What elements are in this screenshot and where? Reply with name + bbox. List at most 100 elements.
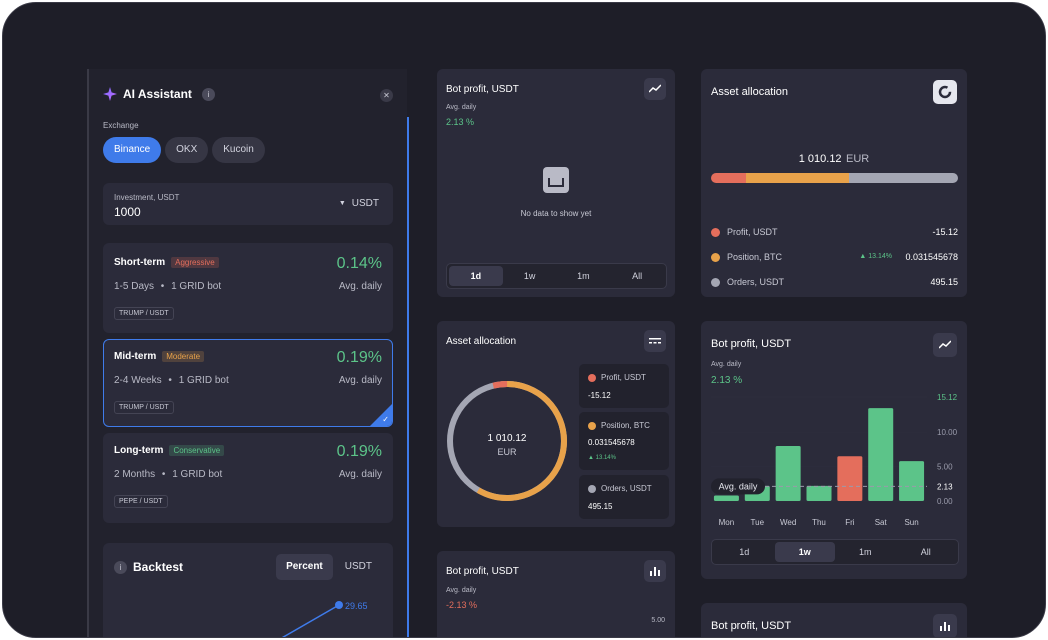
backtest-tab-percent[interactable]: Percent <box>276 554 333 580</box>
x-tick-label: Mon <box>719 518 735 527</box>
bar-wed[interactable] <box>775 445 801 501</box>
assistant-header: AI Assistant i <box>103 87 215 101</box>
card-title: Asset allocation <box>711 86 789 98</box>
selected-corner <box>370 404 392 426</box>
strategy-sub: Avg. daily <box>338 375 382 386</box>
backtest-title: Backtest <box>133 560 184 574</box>
period-all[interactable]: All <box>632 271 643 281</box>
card-title: Bot profit, USDT <box>446 84 519 95</box>
period-1m[interactable]: 1m <box>577 271 590 281</box>
exchange-tab-kucoin[interactable]: Kucoin <box>212 137 265 163</box>
period-selector: 1d 1w 1m All <box>711 539 959 565</box>
caret-down-icon: ▼ <box>338 200 346 207</box>
exchange-label: Exchange <box>103 121 139 130</box>
strategy-pair: TRUMP / USDT <box>114 307 174 320</box>
exchange-tab-binance[interactable]: Binance <box>103 137 162 163</box>
card-title: Asset allocation <box>446 336 517 347</box>
profit-bar-chart: 15.12 10.00 5.00 2.13 0.00 Mon Tue Wed Thu Fri Sat… <box>711 393 958 527</box>
bar-sat[interactable] <box>868 408 894 501</box>
info-icon[interactable]: i <box>114 560 127 574</box>
donut-legend-position: Position, BTC 0.031545678 ▲ 13.14% <box>579 412 669 470</box>
legend-row: Orders, USDT 495.15 <box>711 275 958 300</box>
strategy-name: Short-term <box>114 257 166 268</box>
strategy-card-short-term[interactable]: Short-term Aggressive 1-5 Days • 1 GRID … <box>103 243 393 333</box>
strategy-tag: Moderate <box>162 351 205 362</box>
bars-icon[interactable] <box>644 330 666 352</box>
period-selector: 1d 1w 1m All <box>446 263 667 289</box>
legend-dot <box>711 253 720 262</box>
inbox-icon <box>543 167 569 193</box>
legend-delta: ▲ 13.14% <box>859 253 892 260</box>
strategy-card-long-term[interactable]: Long-term Conservative 2 Months • 1 GRID… <box>103 433 393 523</box>
legend-name: Position, BTC <box>727 252 783 262</box>
avg-line-label: Avg. daily <box>719 481 758 491</box>
investment-label: Investment, USDT <box>114 193 180 202</box>
bot-profit-bottom-card: Bot profit, USDT <box>701 603 967 637</box>
donut-currency: EUR <box>497 447 517 457</box>
line-chart-icon[interactable] <box>933 333 957 357</box>
strategy-card-mid-term[interactable]: Mid-term Moderate 2-4 Weeks • 1 GRID bot… <box>103 339 393 427</box>
bar-mon[interactable] <box>713 495 739 501</box>
y-tick: 5.00 <box>651 617 665 624</box>
strategy-name: Long-term <box>114 445 164 456</box>
currency-select[interactable]: ▼ USDT <box>339 198 379 209</box>
investment-field[interactable]: Investment, USDT 1000 ▼ USDT <box>103 183 393 225</box>
legend-name: Orders, USDT <box>727 277 785 287</box>
strategy-percent: 0.14% <box>336 255 382 272</box>
period-1m[interactable]: 1m <box>858 547 872 557</box>
avg-label: Avg. daily <box>711 361 742 368</box>
avg-value: 2.13 % <box>446 117 475 127</box>
period-all[interactable]: All <box>920 547 931 557</box>
donut-icon[interactable] <box>933 80 957 104</box>
avg-line-pill <box>711 478 765 495</box>
strategy-bots: 1 GRID bot <box>178 375 229 386</box>
investment-value[interactable]: 1000 <box>114 205 141 219</box>
backtest-card: i Backtest Percent USDT 29.65 <box>103 543 393 637</box>
avg-value: 2.13 % <box>711 375 743 386</box>
x-tick-label: Wed <box>780 518 796 527</box>
legend-value: 495.15 <box>930 277 958 287</box>
legend-row: Profit, USDT -15.12 <box>711 225 958 250</box>
legend-name: Profit, USDT <box>727 227 778 237</box>
legend-name: Orders, USDT <box>601 484 652 493</box>
legend-row: Position, BTC ▲ 13.14% 0.031545678 <box>711 250 958 275</box>
backtest-tab-usdt[interactable]: USDT <box>344 561 372 572</box>
legend-dot <box>588 485 596 493</box>
period-1d[interactable]: 1d <box>449 266 503 286</box>
avg-label: Avg. daily <box>446 587 477 594</box>
x-tick-label: Sun <box>904 518 918 527</box>
info-icon[interactable]: i <box>201 87 215 101</box>
bar-sun[interactable] <box>899 461 925 501</box>
allocation-bar-orders <box>849 173 958 183</box>
bar-fri[interactable] <box>837 456 863 501</box>
card-title: Bot profit, USDT <box>711 620 792 632</box>
delta-value: 13.14% <box>868 253 892 260</box>
legend-value: 495.15 <box>588 502 613 511</box>
check-icon: ✓ <box>382 415 389 424</box>
currency-value: USDT <box>351 198 379 209</box>
legend-delta: ▲ 13.14% <box>588 455 616 461</box>
close-icon[interactable]: ✕ <box>380 89 393 102</box>
y-tick-label: 5.00 <box>937 463 953 472</box>
donut-legend-profit: Profit, USDT -15.12 <box>579 364 669 408</box>
backtest-line <box>281 601 343 637</box>
period-1d[interactable]: 1d <box>739 547 750 557</box>
exchange-tab-okx[interactable]: OKX <box>165 137 209 163</box>
bot-profit-empty-card: Bot profit, USDT Avg. daily 2.13 % No da… <box>437 69 675 297</box>
allocation-bar-position <box>745 173 850 183</box>
line-chart-icon[interactable] <box>644 78 666 100</box>
strategy-percent: 0.19% <box>336 443 382 460</box>
avg-value: -2.13 % <box>446 600 478 610</box>
bar-chart-icon[interactable] <box>644 560 666 582</box>
strategy-sub: Avg. daily <box>338 469 382 480</box>
bar-chart-icon[interactable] <box>933 614 957 637</box>
panel-scrollbar[interactable] <box>407 117 409 637</box>
legend-dot <box>711 278 720 287</box>
strategy-tag: Conservative <box>169 445 225 456</box>
period-1w[interactable]: 1w <box>774 542 835 562</box>
bar-thu[interactable] <box>806 485 832 501</box>
period-1w[interactable]: 1w <box>523 271 536 281</box>
legend-name: Position, BTC <box>601 421 650 430</box>
strategy-duration: 1-5 Days <box>114 281 155 292</box>
